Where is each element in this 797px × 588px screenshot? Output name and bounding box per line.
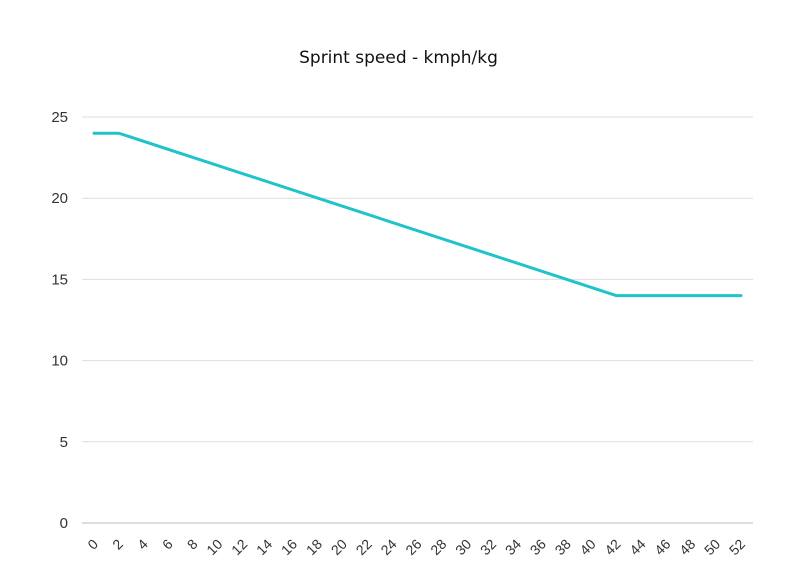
x-tick-label: 38 xyxy=(552,536,574,558)
x-tick-label: 24 xyxy=(377,536,399,558)
grid-lines xyxy=(82,116,753,524)
x-tick-label: 26 xyxy=(402,536,424,558)
x-tick-label: 20 xyxy=(328,536,350,558)
x-tick-label: 16 xyxy=(278,536,300,558)
x-tick-label: 12 xyxy=(228,536,250,558)
x-tick-label: 30 xyxy=(452,536,474,558)
x-tick-label: 52 xyxy=(726,536,748,558)
x-tick-label: 36 xyxy=(527,536,549,558)
y-tick-label: 20 xyxy=(51,190,68,207)
x-tick-label: 8 xyxy=(184,536,201,553)
series xyxy=(92,131,743,298)
x-tick-label: 6 xyxy=(159,536,176,553)
x-tick-label: 32 xyxy=(477,536,499,558)
y-axis: 0 5 10 15 20 25 xyxy=(51,109,68,532)
x-tick-label: 2 xyxy=(109,536,126,553)
x-tick-label: 42 xyxy=(601,536,623,558)
x-tick-label: 40 xyxy=(576,536,598,558)
y-tick-label: 10 xyxy=(51,353,68,370)
y-tick-label: 25 xyxy=(51,109,68,126)
x-tick-label: 10 xyxy=(203,536,225,558)
x-tick-label: 48 xyxy=(676,536,698,558)
y-tick-label: 5 xyxy=(60,434,68,451)
x-tick-label: 44 xyxy=(626,536,648,558)
x-tick-label: 14 xyxy=(253,536,275,558)
x-tick-label: 22 xyxy=(353,536,375,558)
x-tick-label: 4 xyxy=(134,536,151,553)
x-axis: 0 2 4 6 8 10 12 14 16 18 20 22 24 26 28 30 32 34 36 38 40 42 4… xyxy=(84,536,748,558)
x-tick-label: 46 xyxy=(651,536,673,558)
x-tick-label: 28 xyxy=(427,536,449,558)
x-tick-label: 0 xyxy=(84,536,101,553)
x-tick-label: 50 xyxy=(701,536,723,558)
x-tick-label: 34 xyxy=(502,536,524,558)
x-tick-label: 18 xyxy=(303,536,325,558)
y-tick-label: 0 xyxy=(60,515,68,532)
y-tick-label: 15 xyxy=(51,271,68,288)
chart-title: Sprint speed - kmph/kg xyxy=(299,48,498,68)
series-line-0 xyxy=(92,131,743,298)
